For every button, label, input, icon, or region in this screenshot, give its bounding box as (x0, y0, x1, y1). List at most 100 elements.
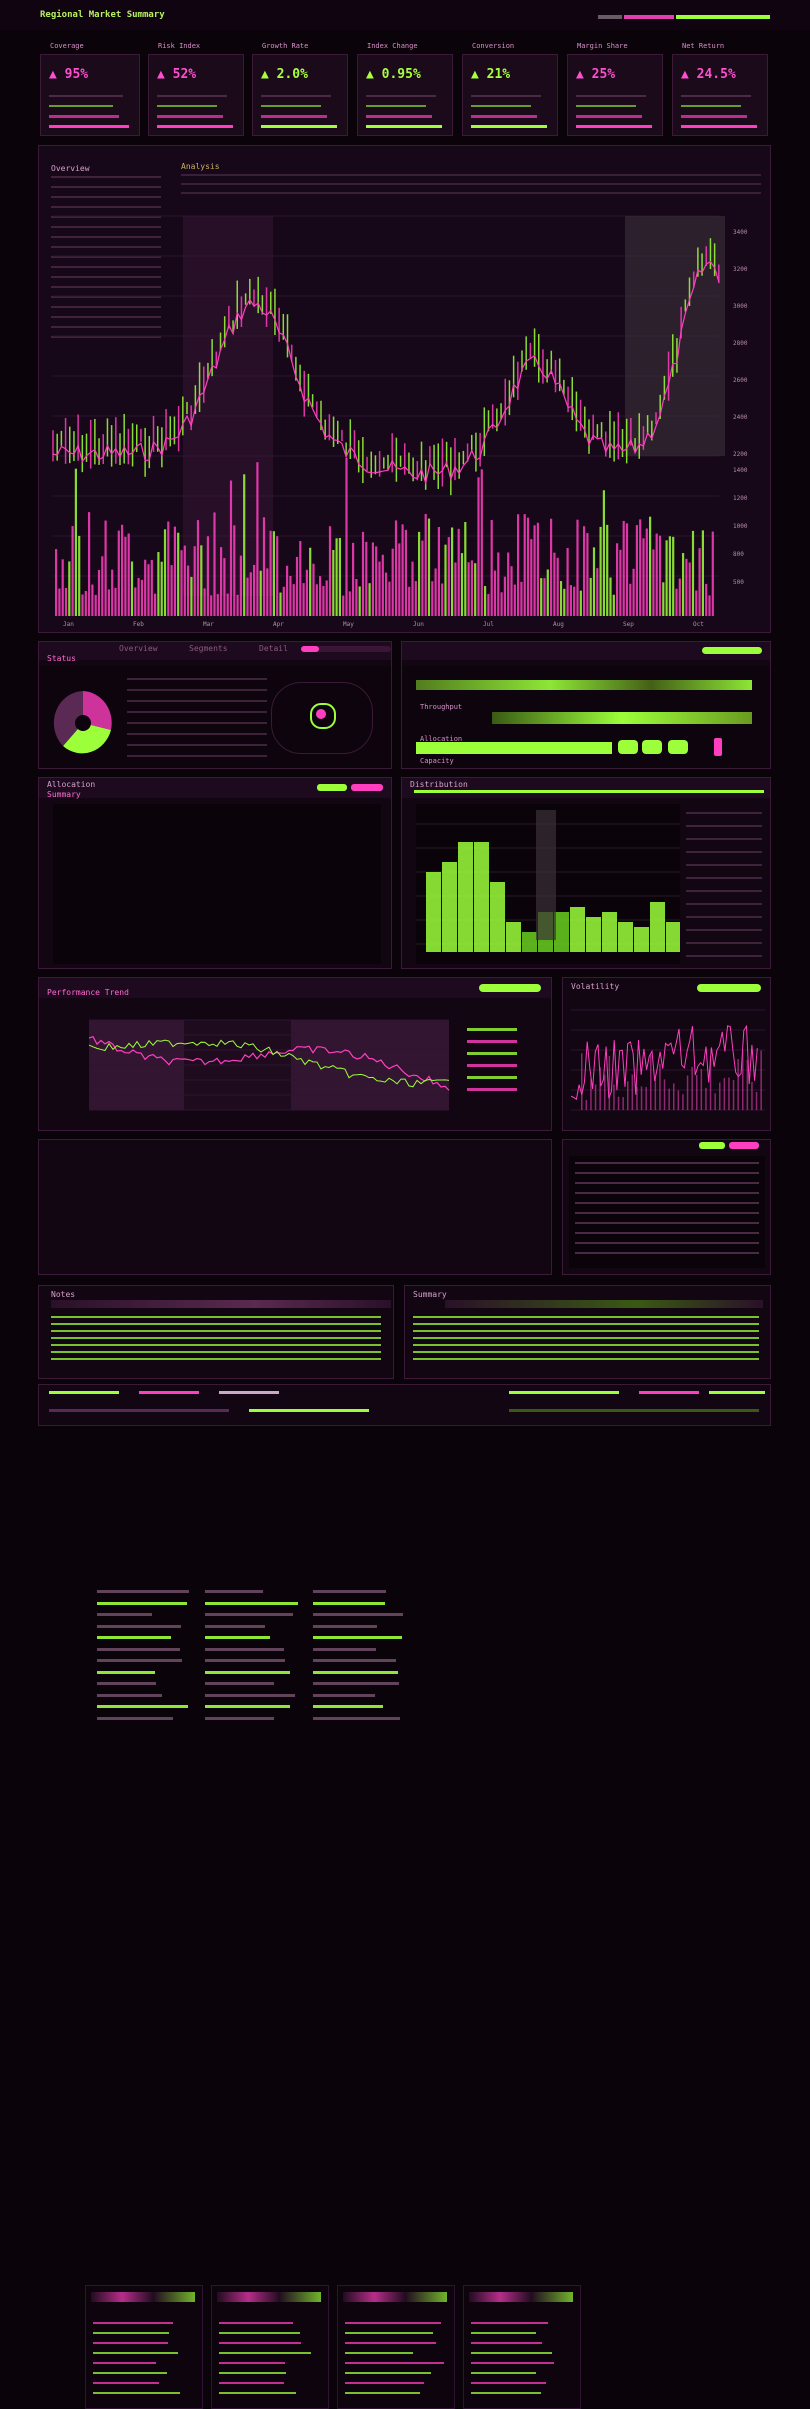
kpi-value: ▲ 95% (49, 67, 89, 82)
trend-toggle[interactable] (479, 984, 541, 992)
volatility-toggle[interactable] (697, 984, 761, 992)
kpi-detail-line (576, 95, 646, 97)
throughput-chip-2 (642, 740, 662, 754)
table-cell (313, 1613, 404, 1616)
trend-legend-item (467, 1064, 517, 1067)
volatility-bar (751, 1081, 753, 1110)
distribution-bar (650, 902, 665, 952)
volume-bar (404, 529, 407, 616)
mini-card-line (345, 2352, 414, 2354)
volume-bar (342, 595, 345, 616)
status-strip-text-6 (709, 1391, 765, 1394)
main-description (51, 176, 161, 346)
volume-bar (107, 589, 110, 616)
kpi-card[interactable]: ▲ 0.95% (357, 54, 453, 136)
trend-panel: Performance Trend (38, 977, 552, 1131)
status-strip-text-5 (639, 1391, 699, 1394)
kpi-card[interactable]: ▲ 25% (567, 54, 663, 136)
distribution-slider[interactable] (414, 790, 764, 793)
volume-bar (619, 549, 622, 616)
throughput-panel: Throughput Allocation Capacity (401, 641, 771, 769)
volume-bar (665, 540, 668, 616)
table-cell (313, 1670, 399, 1674)
volatility-bar (590, 1079, 592, 1110)
volume-bar (625, 523, 629, 616)
kpi-card[interactable]: ▲ 24.5% (672, 54, 768, 136)
kpi-card[interactable]: ▲ 2.0% (252, 54, 348, 136)
volatility-bar (728, 1077, 730, 1110)
volume-bar (348, 591, 351, 616)
volume-bar (259, 570, 262, 616)
allocation-filter-green[interactable] (317, 784, 347, 791)
volume-bar (144, 559, 147, 616)
volume-bar (249, 572, 252, 616)
mini-card-line (93, 2372, 167, 2374)
volume-bar (579, 590, 582, 616)
x-tick-label: Jul (483, 621, 494, 628)
volatility-bar (732, 1080, 735, 1110)
volume-bar (517, 514, 520, 616)
throughput-toggle[interactable] (702, 647, 762, 654)
status-strip-bar-3 (509, 1409, 759, 1412)
table-cell (97, 1613, 152, 1616)
status-strip-bar-2 (249, 1409, 369, 1412)
volume-bar (71, 526, 74, 616)
volume-bar (229, 480, 233, 616)
notes-green-tab[interactable] (699, 1142, 725, 1149)
notes-pink-tab[interactable] (729, 1142, 759, 1149)
status-strip-text-4 (509, 1391, 619, 1394)
volume-bar (672, 536, 675, 616)
kpi-progress (157, 125, 233, 128)
volume-bar (338, 537, 341, 616)
header-bar: Regional Market Summary (0, 0, 810, 30)
volume-bar (157, 552, 160, 616)
volume-bar (223, 558, 226, 616)
table-cell (313, 1647, 377, 1651)
mini-card-line (219, 2382, 284, 2384)
y-tick-label: 1000 (733, 523, 748, 530)
mini-card (211, 2285, 329, 2409)
volume-bar (328, 526, 332, 616)
status-donut-chart (53, 691, 112, 754)
volume-bar (239, 555, 242, 616)
trend-legend-item (467, 1088, 517, 1091)
x-tick-label: Mar (203, 621, 214, 628)
volume-bar (408, 586, 411, 616)
volume-bar (355, 579, 358, 616)
tab-overview[interactable]: Overview (119, 644, 158, 653)
volume-bar (592, 547, 596, 616)
volatility-bar (636, 1086, 638, 1110)
kpi-card[interactable]: ▲ 52% (148, 54, 244, 136)
volume-bar (88, 512, 91, 616)
trend-legend-item (467, 1076, 517, 1079)
volume-bar (632, 568, 635, 616)
allocation-subtitle: Summary (47, 790, 81, 799)
table-cell (97, 1682, 157, 1685)
tab-detail[interactable]: Detail (259, 644, 288, 653)
kpi-card[interactable]: ▲ 21% (462, 54, 558, 136)
tab-segments[interactable]: Segments (189, 644, 228, 653)
mini-card-line (345, 2322, 442, 2324)
volatility-bar (617, 1096, 620, 1110)
volume-bar (253, 564, 256, 616)
tab-status[interactable]: Status (47, 654, 76, 663)
volume-bar (695, 590, 698, 616)
volume-bar (352, 542, 355, 616)
table-cell (313, 1693, 375, 1697)
distribution-bar (522, 932, 537, 952)
volume-bar (295, 556, 299, 616)
volatility-bar (659, 1063, 661, 1110)
volume-bar (708, 595, 711, 616)
x-tick-label: Oct (693, 621, 704, 628)
volume-bar (401, 524, 404, 616)
kpi-card[interactable]: ▲ 95% (40, 54, 140, 136)
footer-right-title: Summary (413, 1290, 447, 1299)
volume-bar (130, 561, 134, 616)
volume-bar (467, 562, 470, 616)
volume-bar (652, 549, 655, 616)
volume-bar (361, 531, 365, 616)
volatility-line (571, 1024, 758, 1101)
volume-bar (111, 569, 114, 616)
allocation-filter-pink[interactable] (351, 784, 383, 791)
mini-card-line (345, 2332, 434, 2334)
